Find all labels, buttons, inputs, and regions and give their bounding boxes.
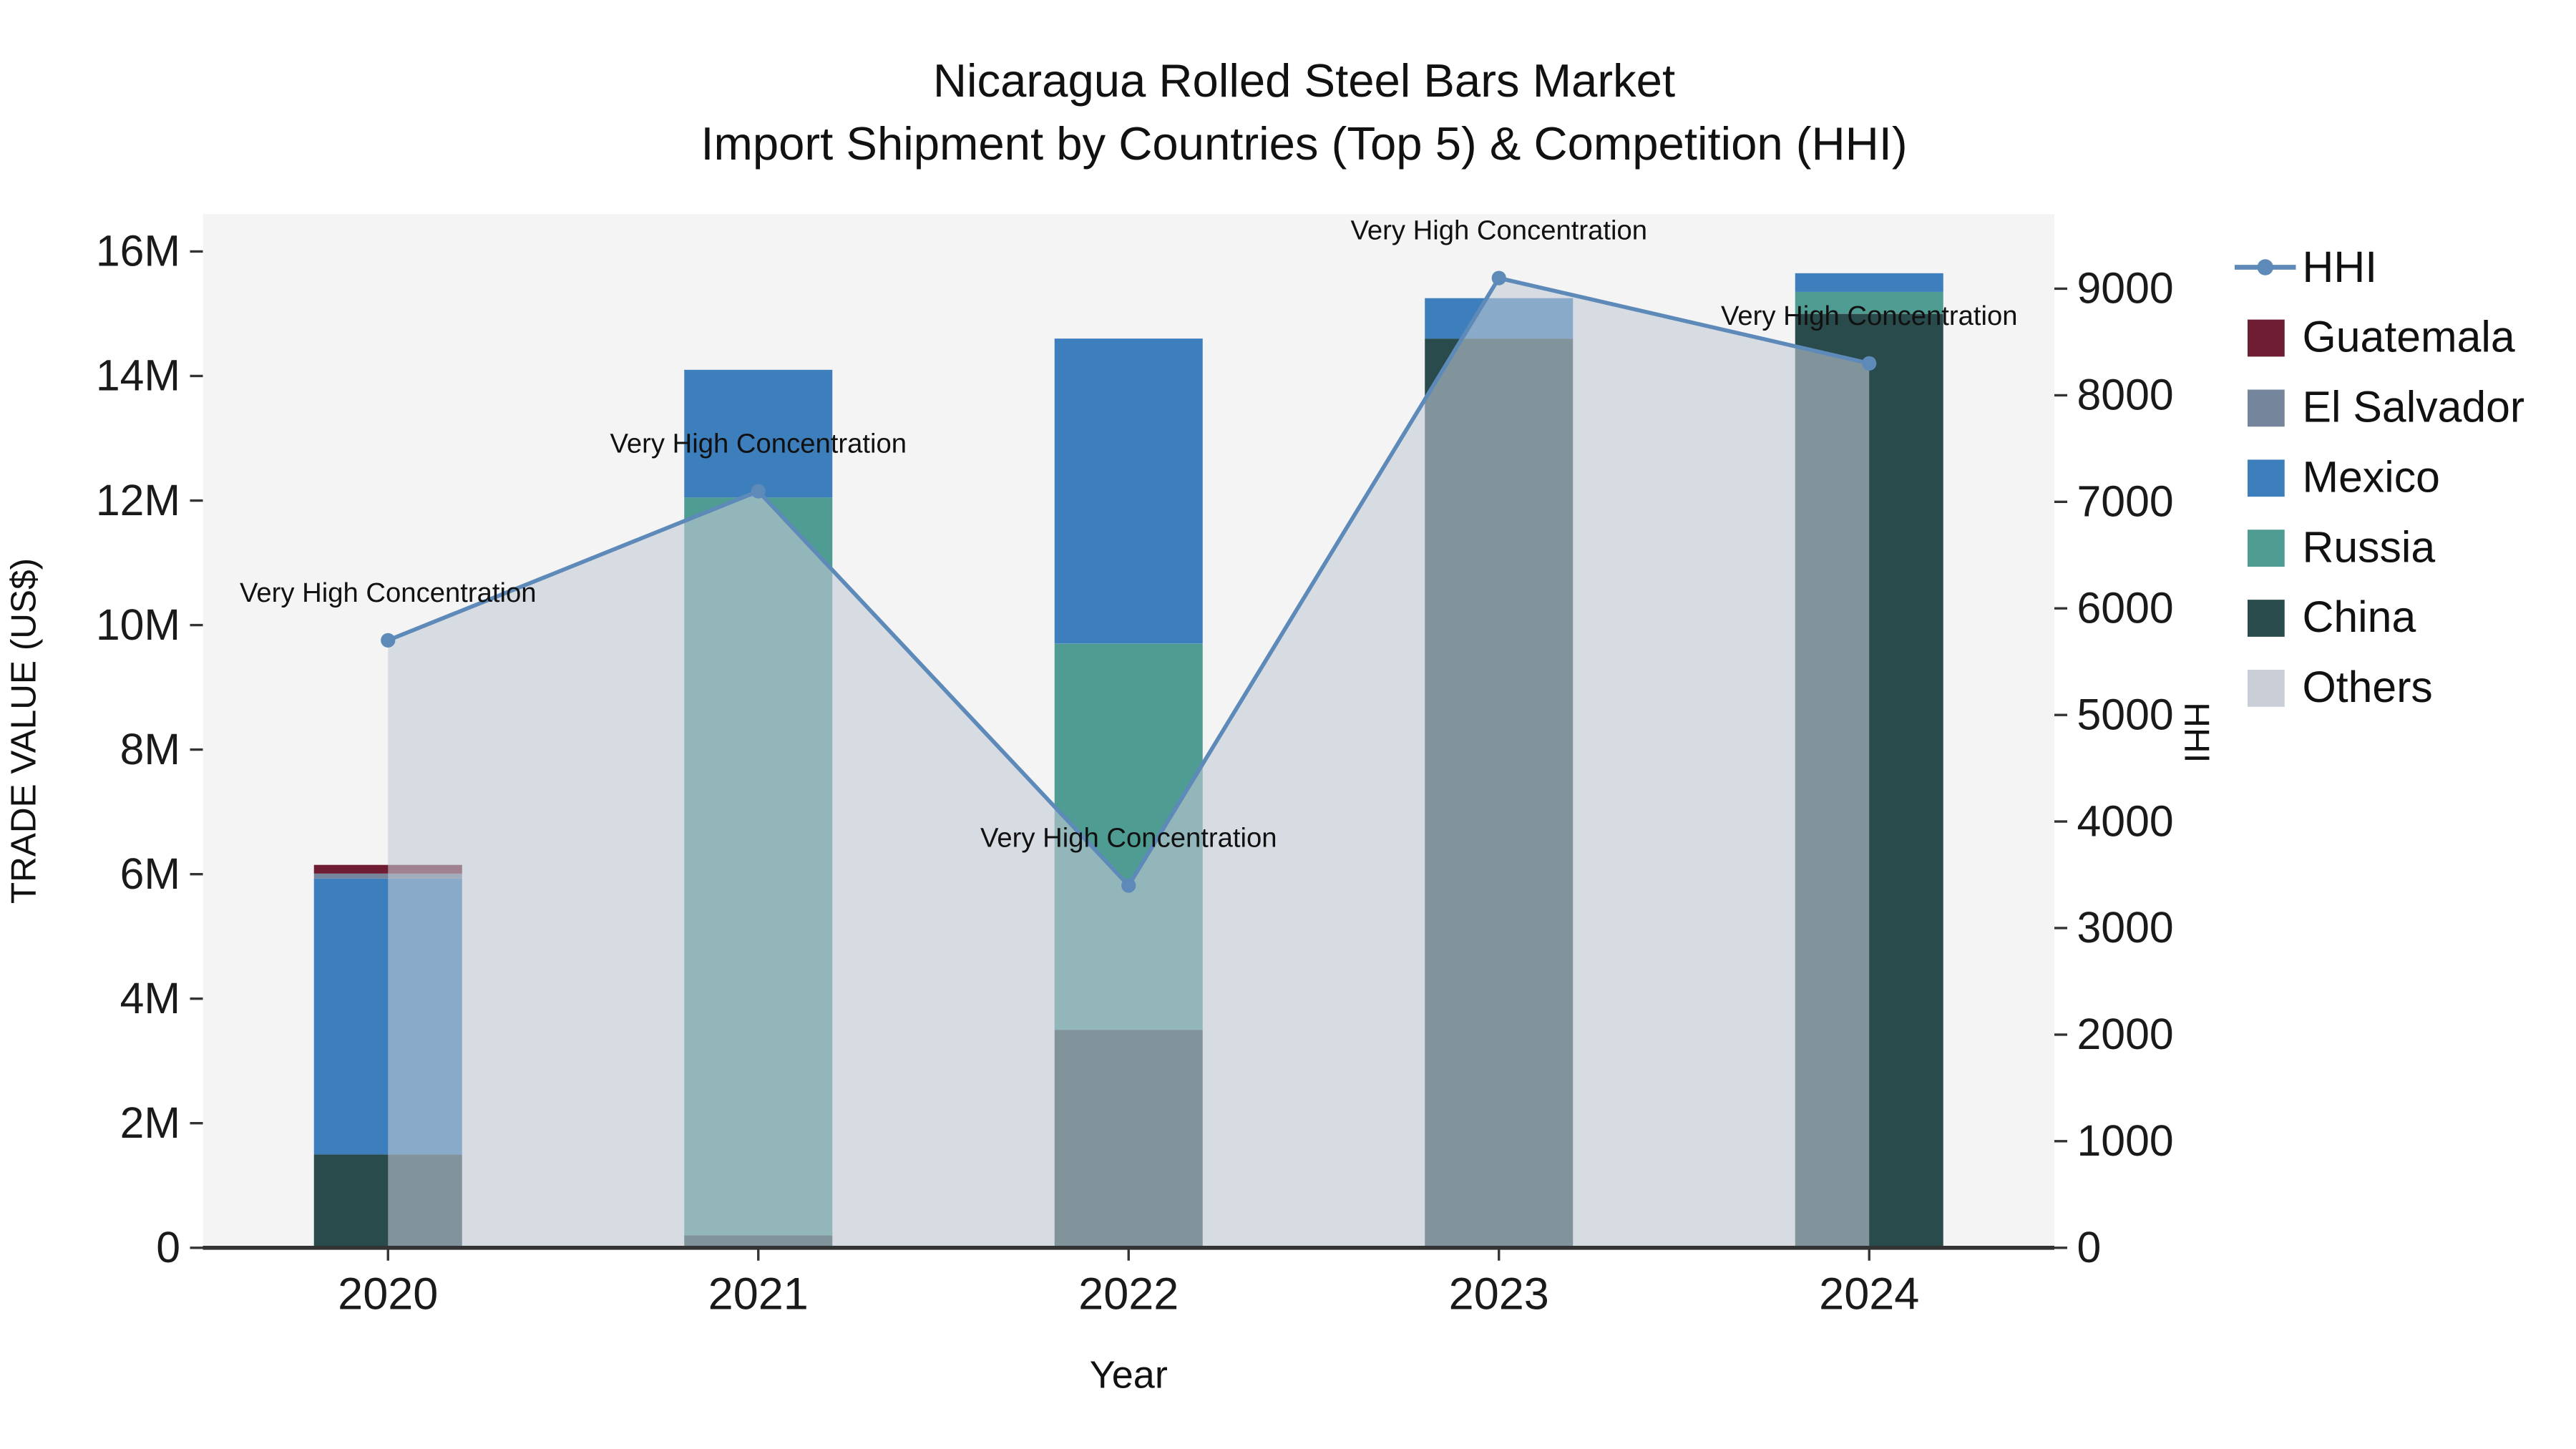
- x-tick-label-2024: 2024: [1819, 1269, 1919, 1319]
- annotation-2020: Very High Concentration: [240, 577, 537, 608]
- y-left-tick-label: 2M: [120, 1098, 180, 1147]
- y-left-tick-label: 14M: [96, 351, 180, 400]
- y-right-tick-label: 5000: [2077, 690, 2174, 738]
- y-axis-label-right: HHI: [2177, 702, 2216, 763]
- legend-swatch-mexico: [2248, 459, 2285, 497]
- x-tick-label-2020: 2020: [338, 1269, 438, 1319]
- legend-swatch-el-salvador: [2248, 389, 2285, 427]
- annotation-2023: Very High Concentration: [1350, 215, 1647, 246]
- legend-swatch-others: [2248, 670, 2285, 707]
- legend-label-russia: Russia: [2303, 522, 2436, 571]
- hhi-marker-2024: [1862, 356, 1877, 371]
- y-axis-label-left: TRADE VALUE (US$): [4, 558, 44, 904]
- y-right-tick-label: 7000: [2077, 477, 2174, 526]
- annotation-2021: Very High Concentration: [610, 428, 907, 459]
- axes-group: 2020 2021 2022 2023 2024 0 2M 4M 6M 8M 10M 12M 14M 16…: [96, 227, 2174, 1319]
- legend-label-others: Others: [2303, 663, 2433, 711]
- legend-label-guatemala: Guatemala: [2303, 313, 2515, 361]
- annotations-group: Very High Concentration Very High Concent…: [240, 215, 2018, 854]
- y-right-tick-label: 1000: [2077, 1116, 2174, 1165]
- x-tick-label-2022: 2022: [1078, 1269, 1179, 1319]
- bar-segment-russia-2024: [1795, 291, 1943, 314]
- hhi-marker-2020: [381, 633, 396, 648]
- legend-swatch-russia: [2248, 530, 2285, 567]
- legend-label-china: China: [2303, 592, 2416, 641]
- y-left-tick-label: 0: [156, 1223, 180, 1272]
- hhi-marker-2021: [751, 484, 766, 499]
- y-right-tick-label: 8000: [2077, 371, 2174, 419]
- x-tick-label-2023: 2023: [1449, 1269, 1549, 1319]
- y-right-tick-label: 6000: [2077, 583, 2174, 632]
- annotation-2024: Very High Concentration: [1721, 301, 2018, 331]
- y-left-tick-label: 8M: [120, 725, 180, 774]
- bar-segment-mexico-2024: [1795, 273, 1943, 292]
- y-right-tick-label: 4000: [2077, 796, 2174, 845]
- hhi-area-fill-group: [388, 278, 1870, 1248]
- legend-label-hhi: HHI: [2303, 243, 2378, 291]
- legend-label-el-salvador: El Salvador: [2303, 383, 2525, 431]
- x-axis-label: Year: [1090, 1354, 1168, 1397]
- legend-marker-hhi: [2257, 259, 2273, 275]
- hhi-area-fill: [388, 278, 1870, 1248]
- y-left-tick-label: 10M: [96, 600, 180, 649]
- y-left-tick-label: 4M: [120, 974, 180, 1023]
- bar-segment-mexico-2022: [1054, 338, 1203, 644]
- y-right-tick-label: 9000: [2077, 264, 2174, 313]
- y-left-tick-label: 12M: [96, 476, 180, 525]
- y-right-tick-label: 2000: [2077, 1010, 2174, 1058]
- y-left-tick-label: 16M: [96, 227, 180, 275]
- hhi-marker-2022: [1121, 878, 1136, 893]
- chart-title-line1: Nicaragua Rolled Steel Bars Market: [933, 54, 1675, 107]
- bar-segment-mexico-2021: [684, 369, 833, 498]
- annotation-2022: Very High Concentration: [980, 823, 1277, 854]
- chart-title-line2: Import Shipment by Countries (Top 5) & C…: [701, 117, 1907, 170]
- y-left-tick-label: 6M: [120, 849, 180, 898]
- legend-swatch-guatemala: [2248, 319, 2285, 357]
- legend-swatch-china: [2248, 600, 2285, 637]
- x-tick-label-2021: 2021: [708, 1269, 809, 1319]
- y-right-tick-label: 0: [2077, 1223, 2102, 1272]
- legend: HHI Guatemala El Salvador Mexico Russia China…: [2235, 243, 2524, 711]
- legend-label-mexico: Mexico: [2303, 452, 2440, 501]
- y-right-tick-label: 3000: [2077, 903, 2174, 952]
- hhi-line-group: [381, 270, 1877, 893]
- hhi-marker-2023: [1491, 270, 1506, 286]
